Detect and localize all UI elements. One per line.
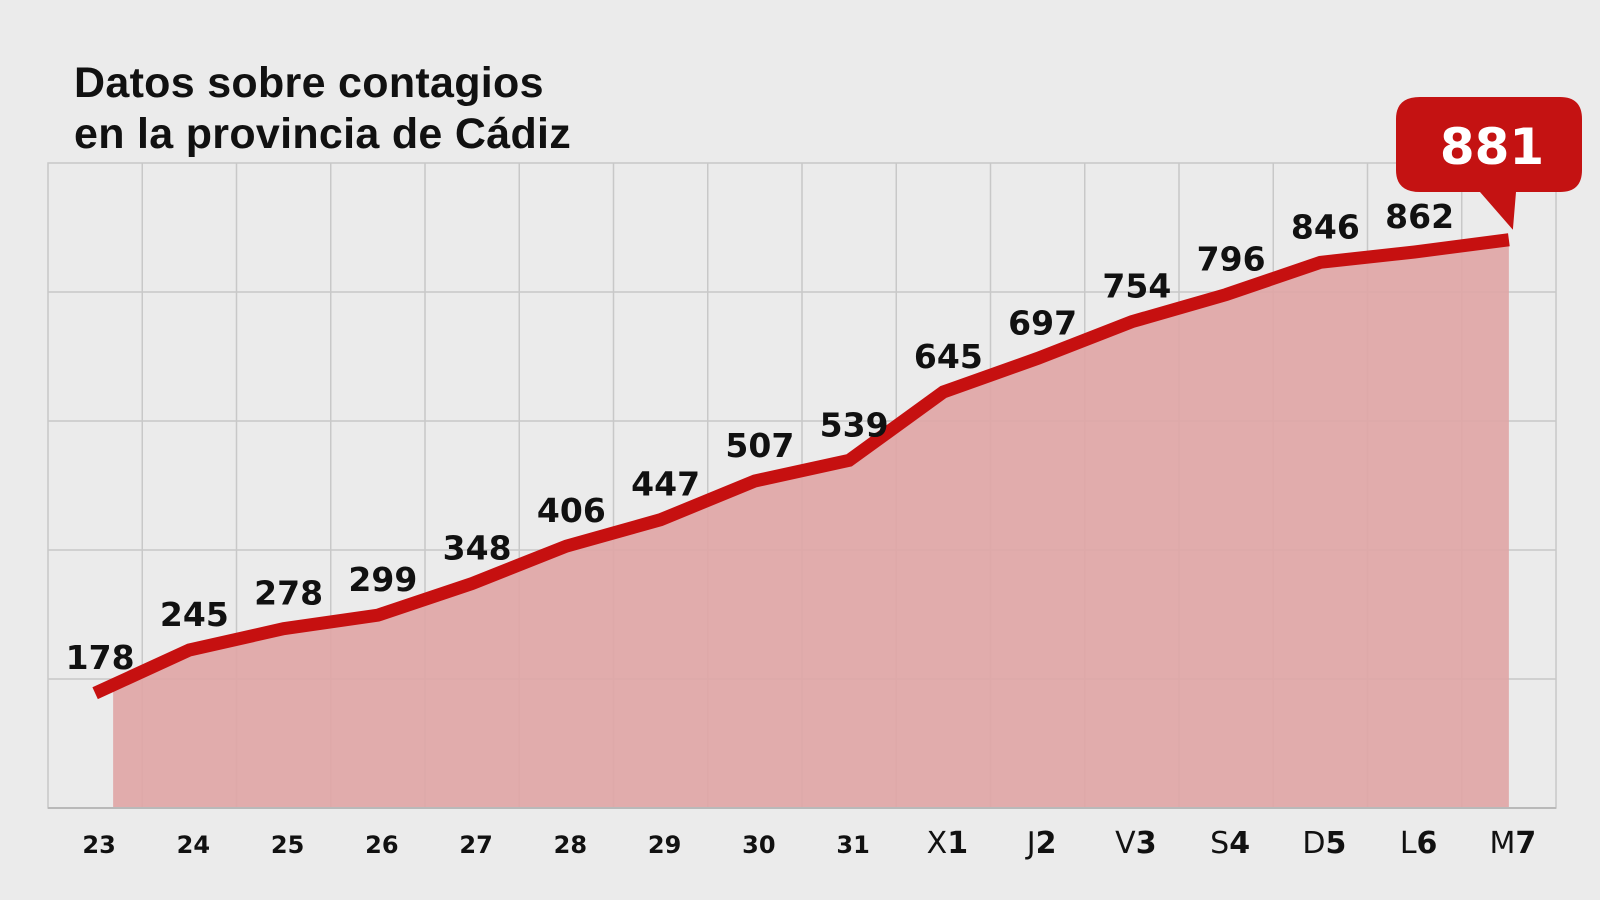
x-tick-day: 31 xyxy=(836,831,869,859)
data-label: 178 xyxy=(66,638,135,677)
x-tick-day: 4 xyxy=(1229,826,1250,861)
data-label: 754 xyxy=(1102,267,1171,306)
x-tick-day: 27 xyxy=(459,831,492,859)
x-tick-day: 3 xyxy=(1136,826,1157,861)
data-label: 645 xyxy=(914,337,983,376)
x-tick-weekday: D xyxy=(1302,826,1325,861)
data-label: 278 xyxy=(254,574,323,613)
area-fill xyxy=(113,239,1509,808)
chart-title: Datos sobre contagios en la provincia de… xyxy=(74,58,571,160)
x-tick-weekday: X xyxy=(927,826,948,861)
x-tick-label: 30 xyxy=(742,831,775,859)
x-tick-label: 29 xyxy=(648,831,681,859)
x-tick-label: D5 xyxy=(1302,826,1346,861)
x-tick-label: 23 xyxy=(82,831,115,859)
x-tick-label: 28 xyxy=(554,831,587,859)
data-label: 539 xyxy=(820,405,889,444)
data-label: 846 xyxy=(1291,207,1360,246)
x-tick-weekday: M xyxy=(1489,826,1515,861)
x-tick-day: 1 xyxy=(947,826,968,861)
data-label: 348 xyxy=(443,529,512,568)
x-tick-day: 28 xyxy=(554,831,587,859)
data-label: 796 xyxy=(1197,240,1266,279)
x-tick-day: 5 xyxy=(1325,826,1346,861)
x-tick-day: 26 xyxy=(365,831,398,859)
x-tick-day: 6 xyxy=(1417,826,1438,861)
series-line xyxy=(92,233,1510,700)
chart-title-line-1: Datos sobre contagios xyxy=(74,59,544,107)
x-tick-weekday: S xyxy=(1210,826,1229,861)
x-tick-weekday: V xyxy=(1115,826,1136,861)
x-tick-day: 29 xyxy=(648,831,681,859)
x-tick-label: L6 xyxy=(1400,826,1438,861)
highlight-bubble xyxy=(1396,97,1582,230)
x-tick-weekday: L xyxy=(1400,826,1417,861)
x-tick-label: 24 xyxy=(177,831,210,859)
data-label: 447 xyxy=(631,465,700,504)
x-tick-day: 30 xyxy=(742,831,775,859)
x-tick-label: 25 xyxy=(271,831,304,859)
x-tick-label: 31 xyxy=(836,831,869,859)
data-label: 406 xyxy=(537,491,606,530)
data-label: 697 xyxy=(1008,303,1077,342)
x-tick-day: 7 xyxy=(1515,826,1536,861)
x-tick-day: 2 xyxy=(1036,826,1057,861)
x-tick-label: J2 xyxy=(1025,826,1057,861)
highlight-value-label: 881 xyxy=(1440,118,1544,176)
data-label: 299 xyxy=(348,560,417,599)
x-tick-day: 23 xyxy=(82,831,115,859)
chart-title-line-2: en la provincia de Cádiz xyxy=(74,110,572,158)
x-tick-label: X1 xyxy=(927,826,968,861)
x-tick-day: 25 xyxy=(271,831,304,859)
data-label: 507 xyxy=(725,426,794,465)
x-tick-label: S4 xyxy=(1210,826,1250,861)
data-label: 245 xyxy=(160,595,229,634)
x-tick-day: 24 xyxy=(177,831,210,859)
x-tick-label: 27 xyxy=(459,831,492,859)
x-tick-label: V3 xyxy=(1115,826,1156,861)
x-tick-label: M7 xyxy=(1489,826,1536,861)
data-label: 862 xyxy=(1385,197,1454,236)
x-tick-weekday: J xyxy=(1025,826,1036,861)
x-tick-label: 26 xyxy=(365,831,398,859)
